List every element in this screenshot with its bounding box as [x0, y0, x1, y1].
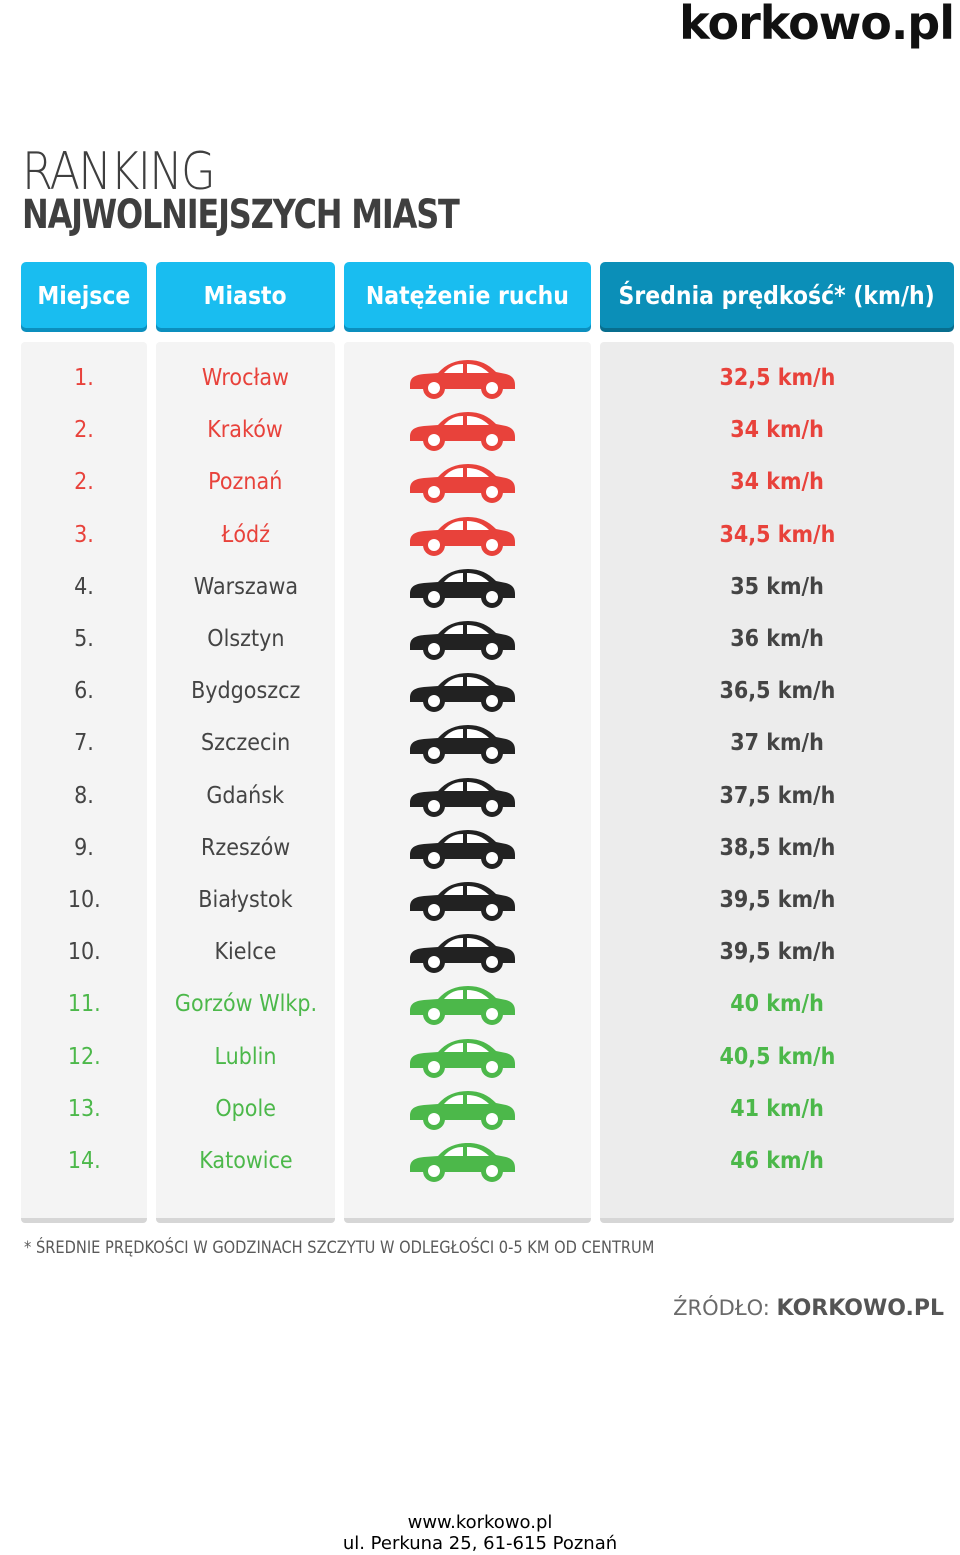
rank-cell: 4.	[74, 573, 94, 600]
car-icon	[410, 464, 515, 504]
rank-cell: 12.	[67, 1043, 101, 1070]
car-icon	[410, 568, 515, 608]
source-value: KORKOWO.PL	[776, 1296, 944, 1321]
city-cell: Opole	[215, 1095, 276, 1122]
car-icon	[410, 412, 515, 452]
footer-address: ul. Perkuna 25, 61-615 Poznań	[342, 1533, 618, 1554]
rank-cell: 5.	[74, 626, 94, 652]
title-line1: RANKING	[22, 142, 216, 202]
rank-cell: 2.	[74, 417, 94, 444]
header-city: Miasto	[156, 262, 335, 328]
speed-cell: 40 km/h	[730, 991, 824, 1018]
car-icon	[410, 829, 515, 869]
speed-cell: 34 km/h	[730, 417, 824, 444]
city-column: Wrocław Kraków Poznań Łódź Warszawa Olsztyn By…	[156, 342, 335, 1223]
title-line2: NAJWOLNIEJSZYCH MIAST	[22, 192, 460, 238]
rank-cell: 14.	[67, 1148, 101, 1174]
car-icon	[410, 934, 515, 974]
car-icon	[410, 986, 515, 1026]
speed-cell: 39,5 km/h	[719, 939, 835, 966]
rank-cell: 8.	[74, 782, 94, 809]
speed-cell: 35 km/h	[730, 573, 824, 600]
rank-cell: 9.	[74, 834, 94, 861]
city-cell: Warszawa	[193, 573, 298, 600]
car-icon	[410, 360, 515, 399]
speed-cell: 34 km/h	[730, 469, 824, 496]
speed-cell: 32,5 km/h	[719, 365, 835, 391]
car-icon	[410, 1038, 515, 1078]
rank-cell: 2.	[74, 469, 94, 496]
car-icon	[410, 516, 515, 556]
speed-cell: 38,5 km/h	[719, 834, 835, 861]
speed-cell: 37 km/h	[730, 730, 824, 757]
rank-cell: 10.	[67, 887, 101, 913]
car-icon	[410, 882, 515, 921]
footer-url[interactable]: www.korkowo.pl	[407, 1512, 553, 1533]
rank-cell: 7.	[74, 730, 94, 757]
city-cell: Białystok	[198, 887, 293, 913]
car-icon	[410, 1090, 515, 1130]
source: ŹRÓDŁO: KORKOWO.PL	[673, 1296, 944, 1321]
city-cell: Kielce	[214, 939, 277, 966]
city-cell: Olsztyn	[206, 626, 285, 652]
speed-cell: 46 km/h	[730, 1148, 824, 1174]
city-cell: Gdańsk	[206, 782, 285, 809]
city-cell: Gorzów Wlkp.	[174, 991, 317, 1018]
city-cell: Poznań	[208, 469, 283, 496]
speed-column: 32,5 km/h 34 km/h 34 km/h 34,5 km/h 35 km/h 3…	[600, 342, 954, 1223]
city-cell: Wrocław	[201, 365, 290, 391]
source-label: ŹRÓDŁO:	[673, 1296, 770, 1320]
header-speed: Średnia prędkość* (km/h)	[600, 262, 954, 328]
speed-cell: 39,5 km/h	[719, 887, 835, 913]
city-cell: Kraków	[207, 417, 284, 444]
korkowo-logo: korkowo.pl	[679, 0, 955, 50]
city-cell: Rzeszów	[200, 834, 291, 861]
rank-cell: 11.	[67, 991, 101, 1018]
speed-cell: 36,5 km/h	[719, 678, 835, 705]
speed-cell: 36 km/h	[730, 626, 824, 652]
rank-cell: 10.	[67, 939, 101, 966]
speed-cell: 34,5 km/h	[719, 521, 835, 548]
speed-cell: 37,5 km/h	[719, 782, 835, 809]
rank-cell: 3.	[74, 521, 94, 548]
rank-cell: 1.	[74, 365, 94, 391]
traffic-column	[344, 342, 591, 1223]
rank-cell: 6.	[74, 678, 94, 705]
car-icon	[410, 777, 515, 817]
speed-cell: 40,5 km/h	[719, 1043, 835, 1070]
city-cell: Szczecin	[200, 730, 291, 757]
city-cell: Katowice	[198, 1148, 293, 1174]
header-traffic: Natężenie ruchu	[344, 262, 591, 328]
car-icon	[410, 725, 515, 765]
car-icon	[410, 621, 515, 660]
car-icon	[410, 1143, 515, 1182]
rank-cell: 13.	[67, 1095, 101, 1122]
city-cell: Łódź	[221, 521, 270, 548]
rank-column: 1. 2. 2. 3. 4. 5. 6. 7. 8. 9. 10. 10. 11. 12. 13. 14.	[21, 342, 147, 1223]
city-cell: Bydgoszcz	[190, 678, 301, 705]
footnote: * ŚREDNIE PRĘDKOŚCI W GODZINACH SZCZYTU …	[24, 1238, 655, 1258]
header-rank: Miejsce	[21, 262, 147, 328]
city-cell: Lublin	[214, 1043, 277, 1070]
speed-cell: 41 km/h	[730, 1095, 824, 1122]
car-icon	[410, 673, 515, 713]
